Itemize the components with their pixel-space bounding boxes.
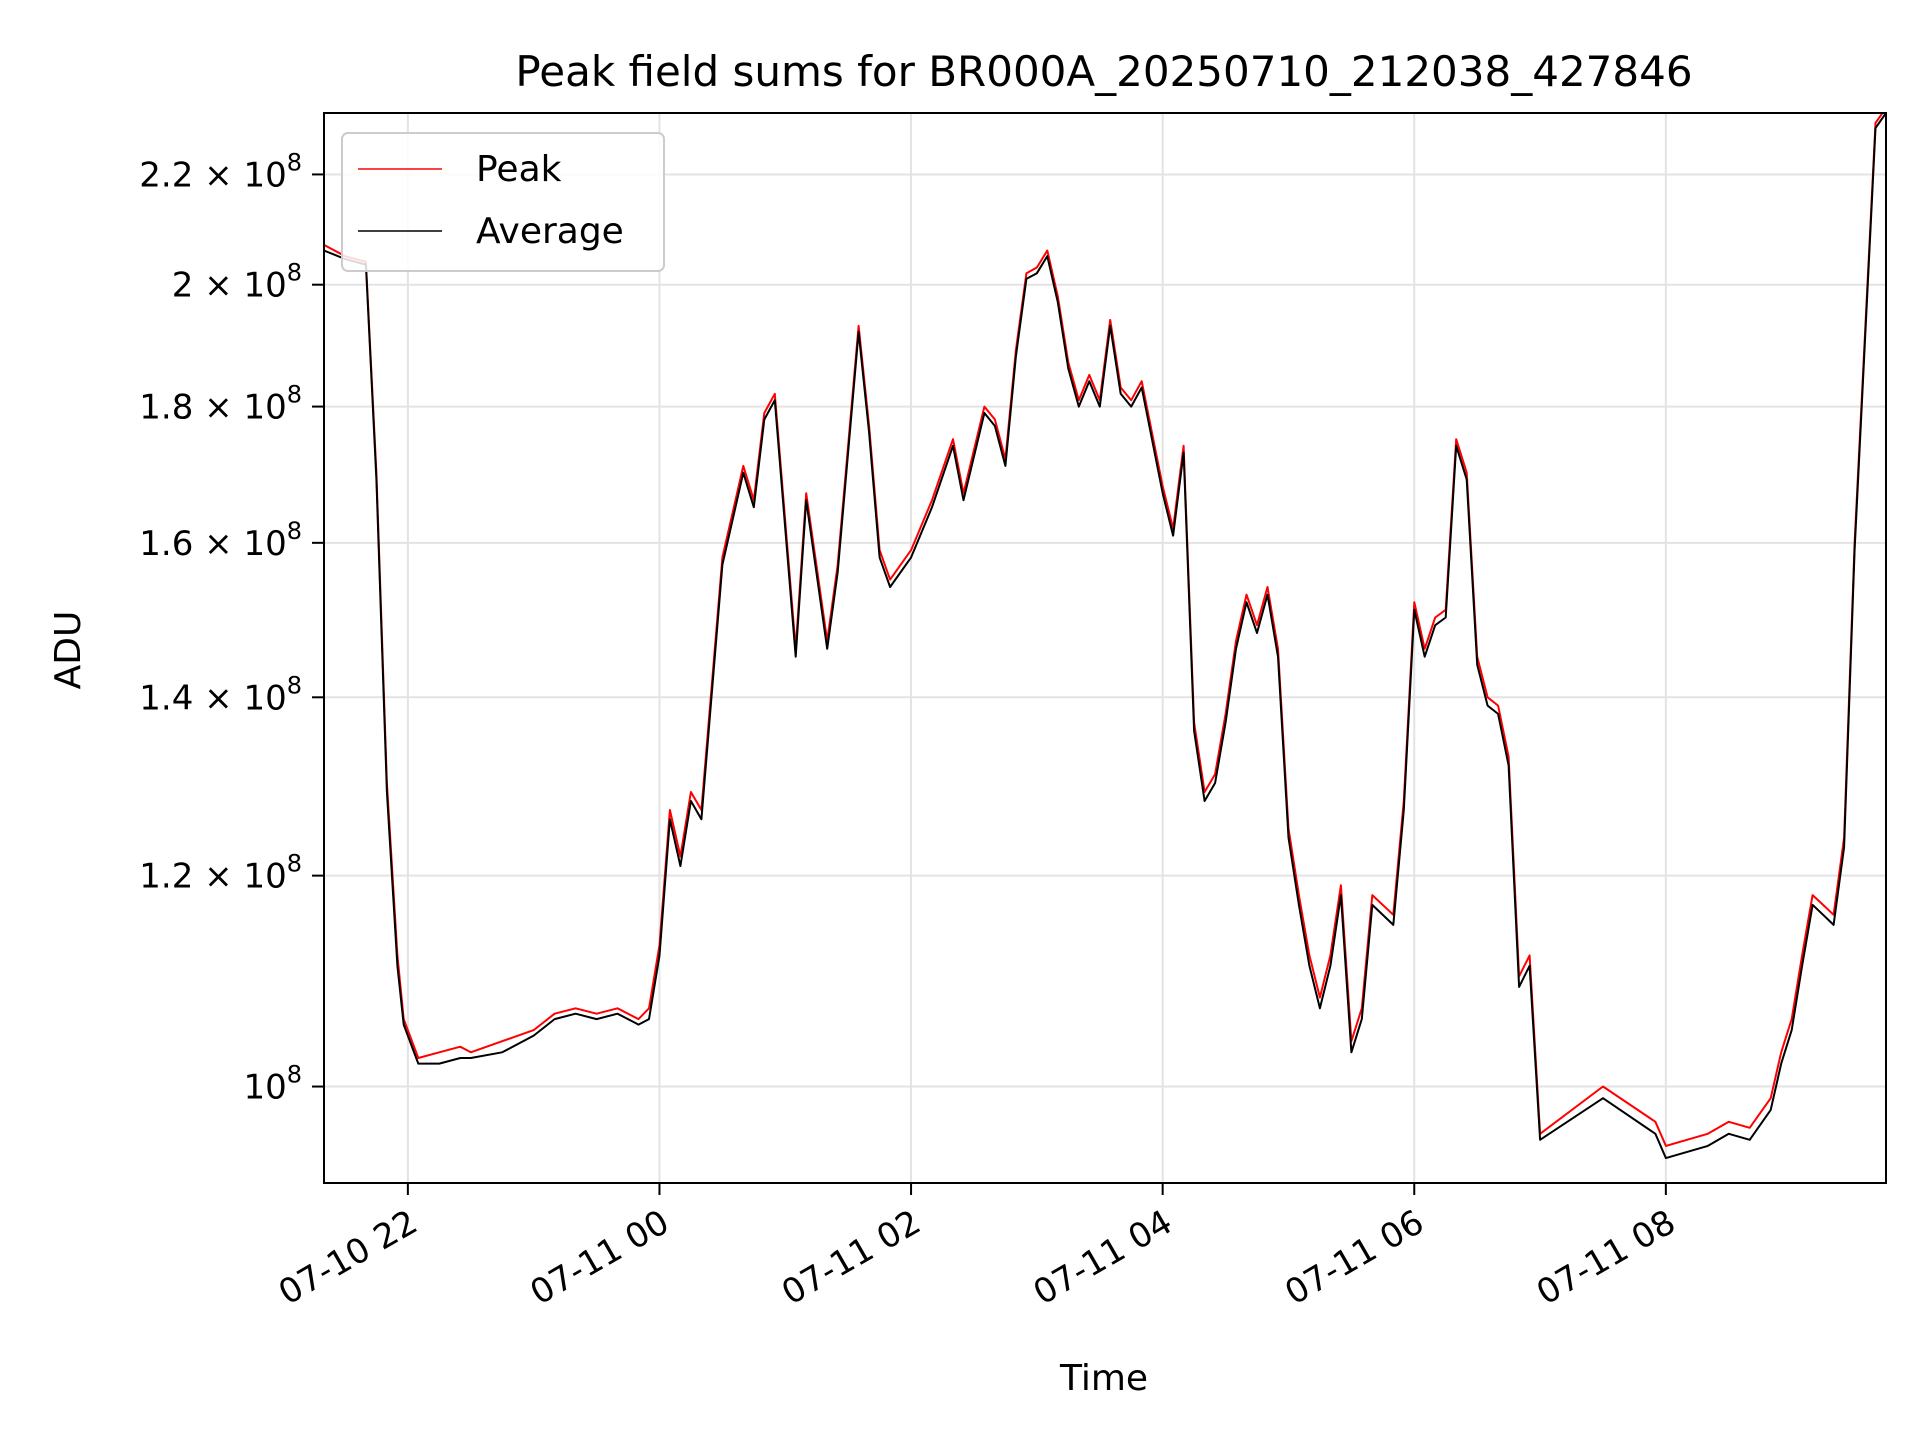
y-tick-exponent: 8 xyxy=(287,1061,302,1089)
legend-label-peak: Peak xyxy=(476,149,562,190)
y-tick-label: 2.2 × 108 xyxy=(139,148,302,195)
y-tick-label: 1.2 × 108 xyxy=(139,850,302,897)
y-tick-label: 1.8 × 108 xyxy=(139,381,302,428)
legend-label-average: Average xyxy=(476,211,624,252)
plot-frame xyxy=(323,112,1887,1184)
y-tick-exponent: 8 xyxy=(287,517,302,545)
y-tick-exponent: 8 xyxy=(287,381,302,409)
grid xyxy=(324,113,1886,1183)
y-tick-exponent: 8 xyxy=(287,850,302,878)
y-tick-exponent: 8 xyxy=(287,671,302,699)
x-tick-label: 07-11 02 xyxy=(775,1202,927,1313)
x-tick-label: 07-11 06 xyxy=(1278,1202,1430,1313)
y-axis: 108 1.2 × 108 1.4 × 108 1.6 × 108 1.8 × 108 2… xyxy=(139,148,324,1108)
x-tick-label: 07-10 22 xyxy=(272,1202,424,1313)
x-tick-label: 07-11 04 xyxy=(1027,1202,1179,1313)
y-tick-exponent: 8 xyxy=(287,148,302,176)
series-group xyxy=(324,113,1886,1160)
x-axis-label: Time xyxy=(1059,1358,1148,1399)
x-tick-label: 07-11 00 xyxy=(524,1202,676,1313)
y-tick-exponent: 8 xyxy=(287,259,302,287)
y-tick-label: 2 × 108 xyxy=(172,259,302,306)
chart-title: Peak field sums for BR000A_20250710_2120… xyxy=(515,47,1692,96)
x-axis: 07-10 22 07-11 00 07-11 02 07-11 04 07-11 06… xyxy=(272,1183,1682,1313)
series-line-average xyxy=(324,113,1886,1160)
y-axis-label: ADU xyxy=(48,611,89,690)
y-tick-label: 1.4 × 108 xyxy=(139,671,302,718)
y-tick-label: 108 xyxy=(243,1061,302,1108)
x-tick-label: 07-11 08 xyxy=(1530,1202,1682,1313)
legend: Peak Average xyxy=(341,132,665,272)
y-tick-label: 1.6 × 108 xyxy=(139,517,302,564)
legend-box xyxy=(341,132,665,272)
